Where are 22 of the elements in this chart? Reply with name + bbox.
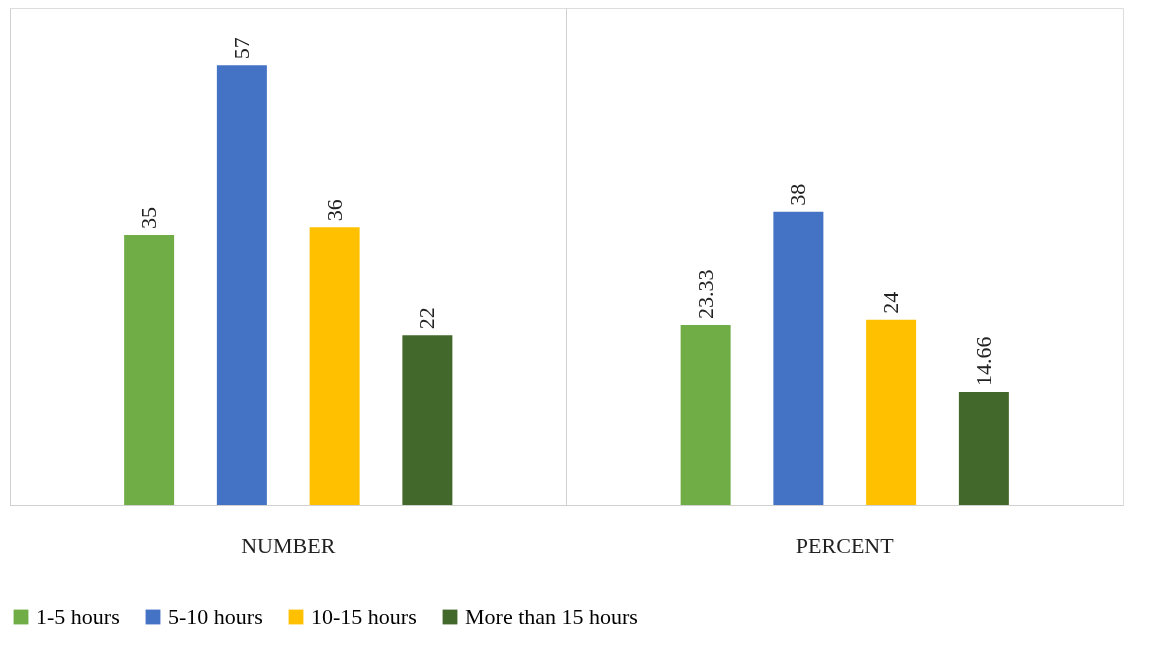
bar <box>216 65 267 505</box>
data-label: 23.33 <box>692 269 718 319</box>
data-label: 57 <box>228 37 254 60</box>
data-label: 24 <box>878 291 904 314</box>
data-label: 36 <box>321 199 347 222</box>
legend-label: 1-5 hours <box>36 604 120 629</box>
x-tick-label: NUMBER <box>241 532 336 558</box>
legend-label: 10-15 hours <box>311 604 417 629</box>
bar <box>309 227 360 505</box>
bar <box>680 324 731 505</box>
bar <box>402 335 453 505</box>
data-label: 14.66 <box>970 336 996 386</box>
legend-label: More than 15 hours <box>465 604 638 629</box>
data-label: 22 <box>414 307 440 330</box>
bar <box>124 234 175 505</box>
legend-label: 5-10 hours <box>168 604 263 629</box>
bar <box>866 319 917 505</box>
x-tick-label: PERCENT <box>795 532 895 558</box>
data-label: 35 <box>136 206 162 229</box>
bar <box>958 391 1009 505</box>
data-label: 38 <box>785 183 811 206</box>
bar <box>773 211 824 505</box>
